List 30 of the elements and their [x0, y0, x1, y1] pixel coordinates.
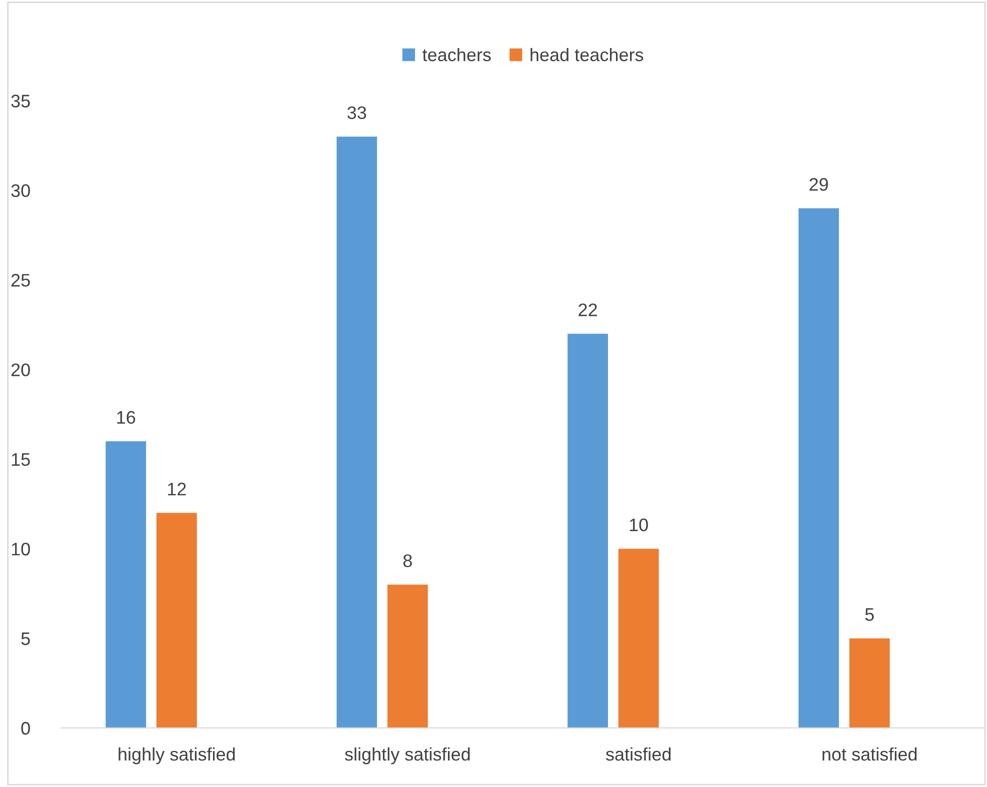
y-tick-label: 15	[12, 453, 30, 466]
bar	[387, 584, 428, 728]
x-tick-label: slightly satisfied	[344, 747, 470, 764]
x-tick-label: highly satisfied	[118, 747, 235, 764]
bar	[849, 638, 890, 728]
y-tick-label: 25	[11, 274, 30, 287]
legend-label: teachers	[422, 48, 491, 62]
bar	[156, 512, 197, 728]
bar	[336, 136, 378, 728]
data-label: 29	[810, 178, 828, 191]
data-label: 33	[347, 106, 366, 120]
y-tick-label: 0	[21, 722, 30, 735]
x-tick-label: satisfied	[606, 747, 671, 761]
bar	[106, 441, 146, 728]
data-label: 12	[168, 482, 186, 496]
bar	[618, 548, 659, 728]
x-tick-label: not satisfied	[822, 747, 917, 761]
bar	[568, 334, 608, 728]
legend-label: head teachers	[530, 48, 644, 62]
data-label: 5	[865, 608, 874, 621]
y-tick-label: 30	[11, 184, 30, 198]
data-label: 8	[403, 554, 412, 568]
y-tick-label: 20	[11, 363, 30, 376]
y-tick-label: 35	[11, 94, 30, 108]
data-label: 10	[630, 518, 648, 532]
y-tick-label: 5	[21, 632, 30, 646]
y-tick-label: 10	[12, 542, 30, 556]
data-label: 22	[578, 303, 597, 316]
bar	[798, 208, 839, 728]
data-label: 16	[117, 410, 136, 424]
